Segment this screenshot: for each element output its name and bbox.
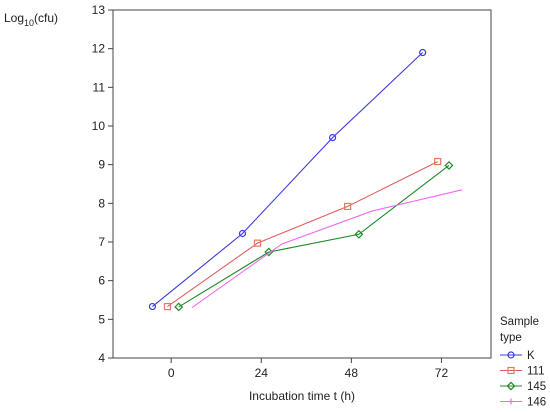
y-tick-label: 7 (98, 235, 105, 249)
x-axis: 0 24 48 72 (168, 358, 449, 380)
data-point (419, 48, 427, 57)
data-point (507, 351, 515, 359)
y-axis-title: Log10(cfu) (4, 11, 58, 28)
series-line (191, 189, 463, 309)
y-tick-label: 6 (98, 274, 105, 288)
legend-label: 145 (527, 381, 546, 393)
y-axis-title-main: Log (4, 11, 24, 25)
legend-item-K: K (500, 350, 535, 362)
series-line (167, 161, 438, 308)
series-146 (191, 189, 463, 309)
x-tick-label: 72 (435, 366, 449, 380)
x-tick-label: 48 (345, 366, 359, 380)
legend-items: K 111 145 146 (500, 350, 546, 409)
data-point (264, 247, 274, 257)
legend-item-111: 111 (500, 366, 544, 378)
y-tick-label: 4 (98, 351, 105, 365)
y-axis-title-subscript: 10 (24, 18, 34, 28)
y-tick-label: 10 (92, 119, 106, 133)
series-145 (174, 160, 454, 312)
x-axis-title: Incubation time t (h) (249, 389, 355, 403)
legend: Sample type K 111 145 146 (500, 316, 546, 409)
y-tick-label: 12 (92, 42, 106, 56)
y-tick-label: 8 (98, 196, 105, 210)
data-point (344, 202, 352, 211)
legend-title-line1: Sample (500, 316, 539, 328)
y-tick-label: 5 (98, 312, 105, 326)
y-axis-title-tail: (cfu) (34, 11, 58, 25)
data-point (253, 239, 262, 247)
data-point (506, 381, 516, 391)
data-point (507, 366, 515, 375)
data-point (354, 229, 364, 239)
legend-title-line2: type (500, 332, 522, 344)
legend-label: 111 (527, 366, 544, 378)
data-point (238, 229, 247, 238)
series-layer (148, 48, 463, 312)
data-point (174, 302, 184, 312)
data-point (163, 302, 172, 311)
y-tick-label: 13 (92, 3, 106, 17)
x-tick-label: 0 (168, 366, 175, 380)
data-point (444, 160, 454, 170)
series-line (178, 165, 450, 308)
series-line (152, 52, 424, 308)
data-point (148, 302, 157, 311)
series-111 (163, 157, 442, 311)
legend-label: K (527, 350, 535, 362)
data-point (434, 157, 442, 166)
legend-label: 146 (527, 397, 546, 409)
x-tick-label: 24 (255, 366, 269, 380)
series-K (148, 48, 427, 311)
data-point (508, 398, 514, 405)
legend-item-145: 145 (500, 381, 546, 393)
y-tick-label: 9 (98, 158, 105, 172)
legend-item-146: 146 (500, 397, 546, 409)
y-axis: 4 5 6 7 8 9 10 11 12 13 (92, 3, 113, 365)
y-tick-label: 11 (93, 80, 106, 94)
data-point (328, 134, 337, 142)
plot-frame (112, 9, 492, 359)
